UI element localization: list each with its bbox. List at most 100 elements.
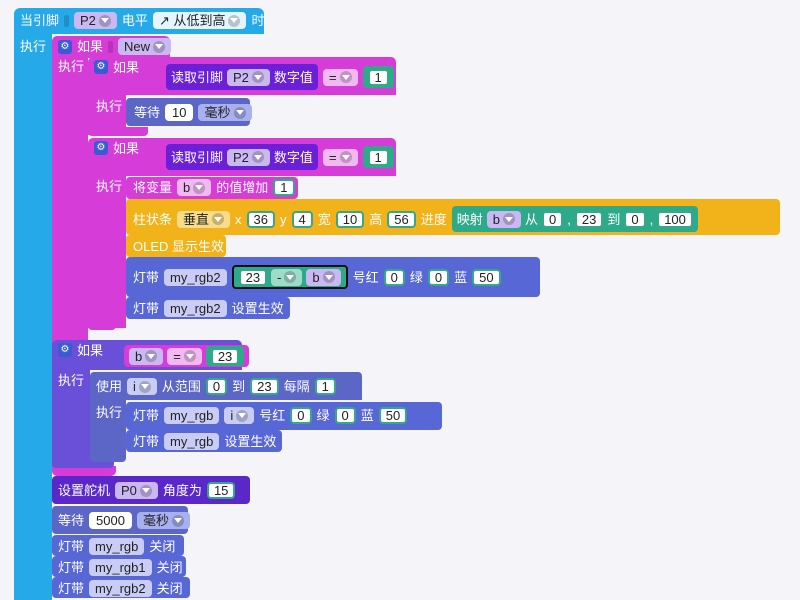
- loop-step-label: 每隔: [283, 379, 310, 394]
- incr-label: 将变量: [133, 180, 173, 195]
- gear-icon[interactable]: ⚙: [94, 60, 108, 74]
- if3-value[interactable]: 23: [210, 347, 240, 365]
- map-block[interactable]: 映射 b 从 0 , 23 到 0 , 100: [451, 206, 698, 232]
- loop-step[interactable]: 1: [314, 378, 336, 395]
- gear-icon[interactable]: ⚙: [58, 343, 72, 357]
- incr-block[interactable]: [126, 177, 298, 199]
- if2-value[interactable]: 1: [367, 148, 389, 166]
- oled-block[interactable]: [126, 235, 226, 257]
- if1-value[interactable]: 1: [367, 68, 389, 86]
- off2-strip[interactable]: my_rgb1: [89, 559, 152, 576]
- if1-pin-dropdown[interactable]: P2: [227, 68, 270, 86]
- led-blue-label: 蓝: [454, 269, 468, 285]
- led-green-label: 绿: [409, 269, 423, 285]
- if1-value-block[interactable]: 1: [362, 66, 394, 88]
- gear-icon[interactable]: ⚙: [58, 39, 72, 54]
- if1-bottom: [88, 127, 148, 136]
- map-to-b[interactable]: 100: [657, 210, 693, 228]
- led-r[interactable]: 0: [383, 268, 405, 286]
- minus-left[interactable]: 23: [238, 268, 268, 286]
- servo-label: 设置舵机: [58, 483, 111, 498]
- if3-spine: [52, 370, 90, 466]
- bar-w-value[interactable]: 10: [335, 210, 365, 228]
- if2-value-block[interactable]: 1: [362, 146, 394, 168]
- gear-icon[interactable]: ⚙: [94, 141, 108, 155]
- servo-pin-dropdown[interactable]: P0: [115, 482, 158, 499]
- off1-label: 灯带: [58, 539, 85, 554]
- loop-led-var-dropdown[interactable]: i: [224, 407, 255, 424]
- led-b[interactable]: 50: [472, 268, 501, 286]
- led-apply-suffix: 设置生效: [231, 301, 284, 316]
- bar-x-value[interactable]: 36: [246, 210, 275, 228]
- minus-var-dropdown[interactable]: b: [306, 268, 341, 286]
- if-new-do-label: 执行: [58, 59, 85, 74]
- if2-read-pin[interactable]: 读取引脚 P2 数字值: [166, 144, 318, 170]
- if3-value-block[interactable]: 23: [205, 346, 245, 366]
- loop-led-green-label: 绿: [316, 408, 330, 423]
- loop-led-apply-label: 灯带: [133, 434, 160, 449]
- if-new-value-dropdown[interactable]: New: [118, 38, 172, 55]
- if1-read-pin[interactable]: 读取引脚 P2 数字值: [166, 64, 318, 90]
- if3-op-dropdown[interactable]: =: [167, 347, 202, 365]
- if1-op-dropdown[interactable]: =: [322, 68, 358, 86]
- if-new-bottom: [52, 466, 116, 476]
- off3-strip[interactable]: my_rgb2: [89, 580, 152, 597]
- if2-label: 如果: [113, 140, 140, 156]
- loop-led-b[interactable]: 50: [378, 407, 408, 424]
- bar-y-value[interactable]: 4: [291, 210, 313, 228]
- led-g[interactable]: 0: [427, 268, 450, 286]
- if2-op-dropdown[interactable]: =: [322, 148, 358, 166]
- if2-pin-dropdown[interactable]: P2: [227, 148, 270, 166]
- bar-h-value[interactable]: 56: [387, 210, 416, 228]
- map-var-dropdown[interactable]: b: [486, 210, 521, 228]
- loop-led-g[interactable]: 0: [334, 407, 356, 424]
- loop-led-apply-suffix: 设置生效: [224, 434, 277, 449]
- event-trigger-dropdown[interactable]: ↗ 从低到高: [152, 12, 247, 29]
- loop-led-apply-strip[interactable]: my_rgb: [164, 433, 220, 450]
- incr-value[interactable]: 1: [273, 179, 295, 196]
- loop-var-dropdown[interactable]: i: [127, 378, 157, 395]
- event-do-label: 执行: [20, 39, 47, 54]
- incr-var-dropdown[interactable]: b: [177, 179, 212, 196]
- bar-x-label: x: [235, 211, 242, 227]
- map-from-a[interactable]: 0: [541, 210, 564, 228]
- loop-led-r[interactable]: 0: [290, 407, 312, 424]
- minus-block[interactable]: 23 - b: [231, 265, 348, 289]
- off1-suffix: 关闭: [149, 539, 176, 554]
- off2-label: 灯带: [58, 560, 85, 575]
- loop-led-blue-label: 蓝: [360, 408, 374, 423]
- loop-to[interactable]: 23: [250, 378, 279, 395]
- loop-from[interactable]: 0: [205, 378, 228, 395]
- if1-wait-unit-dropdown[interactable]: 毫秒: [198, 104, 252, 121]
- wait2-value[interactable]: 5000: [89, 512, 132, 529]
- led-strip-dropdown[interactable]: my_rgb2: [164, 268, 227, 286]
- input-notch: [64, 14, 70, 27]
- loop-led-strip-dropdown[interactable]: my_rgb: [164, 407, 220, 424]
- if3-compare[interactable]: b = 23: [124, 345, 250, 367]
- wait2-label: 等待: [58, 513, 85, 528]
- if3-var-dropdown[interactable]: b: [129, 347, 164, 365]
- input-notch: [108, 40, 114, 53]
- minus-op-dropdown[interactable]: -: [271, 268, 303, 286]
- map-to-a[interactable]: 0: [624, 210, 646, 228]
- if1-wait-value[interactable]: 10: [165, 104, 194, 121]
- servo-angle-value[interactable]: 15: [206, 482, 236, 499]
- loop-bottom: [90, 450, 126, 462]
- bar-dir-dropdown[interactable]: 垂直: [177, 210, 231, 228]
- event-pin-dropdown[interactable]: P2: [74, 12, 117, 29]
- off1-strip[interactable]: my_rgb: [89, 538, 145, 555]
- bar-progress-label: 进度: [420, 211, 447, 227]
- if3-label: 如果: [77, 342, 104, 358]
- loop-led-label: 灯带: [133, 408, 160, 423]
- servo-angle-label: 角度为: [162, 483, 202, 498]
- loop-to-label: 到: [232, 379, 246, 394]
- wait2-unit-dropdown[interactable]: 毫秒: [136, 512, 190, 529]
- oled-label: OLED 显示生效: [133, 239, 225, 254]
- if3-bottom: [52, 458, 114, 468]
- off3-suffix: 关闭: [156, 581, 183, 596]
- off3-label: 灯带: [58, 581, 85, 596]
- led-apply-strip-dropdown[interactable]: my_rgb2: [164, 300, 227, 317]
- if3-do-label: 执行: [58, 373, 85, 388]
- map-from-b[interactable]: 23: [574, 210, 604, 228]
- if2-spine: [88, 176, 126, 328]
